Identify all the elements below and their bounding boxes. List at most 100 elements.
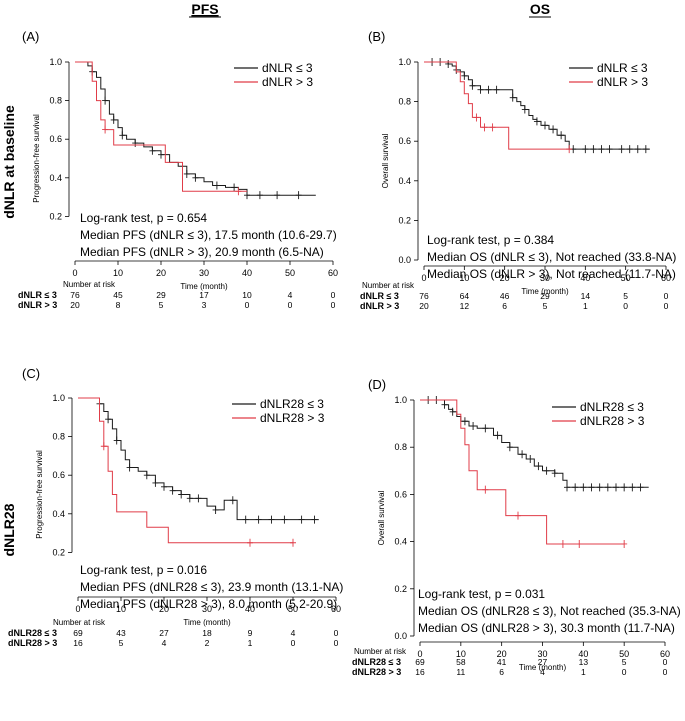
censor-mark	[235, 187, 242, 196]
censor-mark	[493, 85, 500, 94]
risk-value: 64	[460, 291, 470, 301]
censor-mark	[634, 145, 641, 154]
censor-mark	[489, 123, 496, 132]
y-tick-label: 0.8	[49, 96, 62, 106]
risk-value: 41	[497, 657, 507, 667]
legend-label: dNLR ≤ 3	[262, 61, 313, 75]
y-tick-label: 0.8	[52, 432, 65, 442]
survival-curve-high	[420, 399, 625, 545]
risk-value: 0	[331, 290, 336, 300]
y-tick-label: 0.0	[394, 631, 407, 641]
censor-mark	[213, 181, 220, 190]
x-tick-label: 30	[199, 268, 209, 278]
risk-value: 46	[500, 291, 510, 301]
censor-mark	[572, 483, 579, 492]
x-tick-label: 60	[328, 268, 338, 278]
y-tick-label: 1.0	[398, 57, 411, 67]
censor-mark	[527, 455, 534, 463]
censor-mark	[637, 483, 644, 492]
censor-mark	[515, 511, 521, 520]
x-tick-label: 30	[540, 273, 550, 283]
censor-mark	[461, 417, 468, 426]
risk-value: 0	[334, 638, 339, 648]
censor-mark	[102, 96, 109, 105]
censor-mark	[485, 85, 492, 94]
censor-mark	[274, 191, 281, 200]
censor-mark	[477, 85, 484, 94]
risk-value: 14	[581, 291, 591, 301]
risk-value: 0	[288, 300, 293, 310]
censor-mark	[161, 482, 167, 491]
stats-text: Log-rank test, p = 0.016	[80, 563, 207, 577]
censor-mark	[247, 538, 253, 547]
x-tick-label: 30	[202, 604, 212, 614]
censor-mark	[298, 515, 305, 524]
y-tick-label: 1.0	[49, 57, 62, 67]
risk-header: Number at risk	[354, 647, 407, 656]
survival-curve-low	[75, 61, 316, 196]
censor-mark	[580, 483, 587, 492]
risk-value: 29	[540, 291, 550, 301]
risk-value: 0	[245, 300, 250, 310]
legend-label: dNLR28 ≤ 3	[260, 397, 324, 411]
risk-value: 4	[162, 638, 167, 648]
censor-mark	[469, 81, 476, 90]
risk-row-label: dNLR28 ≤ 3	[8, 628, 57, 638]
censor-mark	[521, 105, 528, 114]
censor-mark	[588, 483, 595, 492]
censor-mark	[604, 483, 611, 492]
x-tick-label: 10	[456, 649, 466, 659]
risk-header: Number at risk	[63, 280, 116, 289]
risk-value: 13	[579, 657, 589, 667]
y-tick-label: 0.8	[394, 442, 407, 452]
x-tick-label: 40	[242, 268, 252, 278]
censor-mark	[613, 483, 619, 492]
x-tick-label: 20	[156, 268, 166, 278]
censor-mark	[192, 173, 199, 182]
risk-header: Number at risk	[362, 281, 415, 290]
risk-value: 69	[415, 657, 425, 667]
censor-mark	[268, 515, 275, 524]
censor-mark	[558, 131, 565, 140]
panel-label: (D)	[368, 377, 386, 392]
censor-mark	[152, 478, 159, 487]
y-tick-label: 1.0	[52, 393, 65, 403]
censor-mark	[311, 515, 318, 524]
risk-value: 76	[419, 291, 429, 301]
y-axis-label: Overall survival	[381, 133, 390, 188]
panel-label: (B)	[368, 29, 385, 44]
row-label-baseline: dNLR at baseline	[1, 105, 17, 219]
x-tick-label: 0	[72, 268, 77, 278]
censor-mark	[519, 450, 526, 459]
censor-mark	[606, 145, 613, 154]
risk-value: 27	[538, 657, 548, 667]
censor-mark	[551, 469, 558, 478]
risk-value: 6	[502, 301, 507, 311]
x-tick-label: 20	[500, 273, 510, 283]
censor-mark	[255, 515, 262, 524]
legend-label: dNLR28 ≤ 3	[580, 400, 644, 414]
censor-mark	[542, 121, 548, 130]
censor-mark	[470, 421, 477, 430]
stats-text: Median PFS (dNLR ≤ 3), 17.5 month (10.6-…	[80, 228, 337, 242]
risk-header: Number at risk	[53, 618, 106, 627]
censor-mark	[183, 169, 190, 178]
censor-mark	[110, 115, 117, 124]
x-tick-label: 60	[331, 604, 341, 614]
x-tick-label: 30	[537, 649, 547, 659]
risk-row-label: dNLR28 ≤ 3	[352, 657, 401, 667]
row-label-dnlr28: dNLR28	[1, 503, 17, 556]
x-tick-label: 0	[75, 604, 80, 614]
risk-value: 5	[622, 657, 627, 667]
y-axis-label: Overall survival	[377, 490, 386, 545]
y-tick-label: 0.6	[49, 134, 62, 144]
stats-text: Median OS (dNLR > 3), Not reached (11.7-…	[427, 267, 676, 281]
censor-mark	[290, 538, 296, 547]
risk-value: 3	[202, 300, 207, 310]
risk-value: 20	[419, 301, 429, 311]
risk-value: 17	[199, 290, 209, 300]
y-tick-label: 0.6	[394, 489, 407, 499]
x-tick-label: 0	[421, 273, 426, 283]
censor-mark	[509, 93, 516, 102]
